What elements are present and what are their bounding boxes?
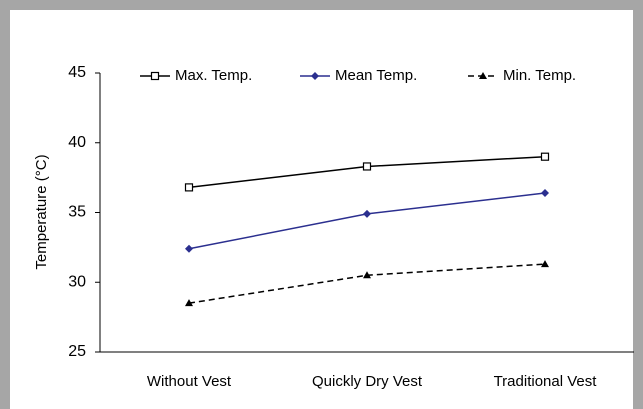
x-tick-label: Without Vest (147, 373, 232, 390)
x-tick-label: Quickly Dry Vest (312, 373, 423, 390)
marker (540, 152, 550, 161)
marker (363, 209, 371, 218)
y-tick-label: 40 (68, 134, 86, 151)
legend-marker (479, 72, 487, 79)
y-tick-label: 30 (68, 273, 86, 290)
marker (185, 299, 193, 307)
y-axis-label: Temperature (°C) (33, 154, 50, 269)
marker (541, 260, 549, 268)
legend-label: Max. Temp. (175, 67, 252, 84)
marker (362, 162, 372, 171)
marker (185, 244, 193, 253)
y-tick-label: 35 (68, 204, 86, 221)
y-tick-label: 45 (68, 64, 86, 81)
legend-label: Mean Temp. (335, 67, 417, 84)
marker (363, 271, 371, 279)
legend-label: Min. Temp. (503, 67, 576, 84)
legend-marker (311, 72, 319, 80)
marker (184, 183, 194, 192)
x-tick-label: Traditional Vest (494, 373, 598, 390)
y-tick-label: 25 (68, 343, 86, 360)
marker (541, 188, 549, 197)
legend-marker (150, 71, 160, 81)
